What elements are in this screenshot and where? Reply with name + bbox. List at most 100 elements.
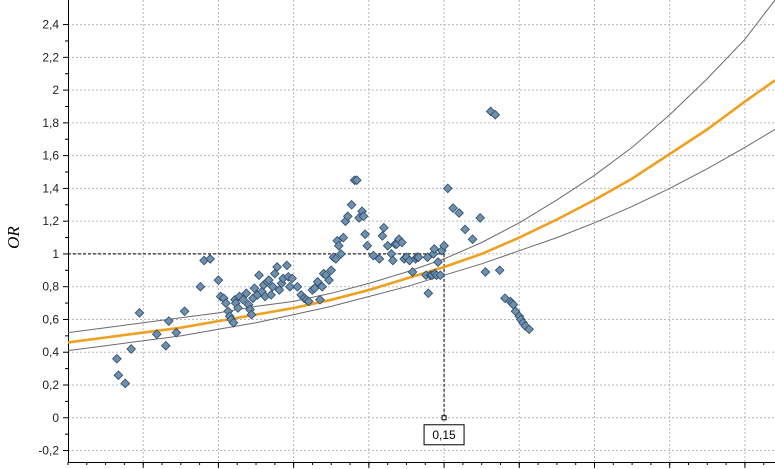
data-point — [112, 353, 122, 364]
data-point — [312, 276, 323, 287]
data-point — [435, 270, 446, 281]
data-point — [160, 340, 171, 351]
data-point — [368, 250, 379, 261]
data-point — [179, 306, 190, 317]
data-points — [112, 106, 534, 389]
data-point — [317, 281, 328, 292]
data-point — [263, 275, 274, 285]
data-point — [423, 288, 434, 299]
data-point — [195, 281, 206, 292]
data-point — [267, 281, 278, 292]
data-point — [282, 260, 292, 271]
data-point — [113, 370, 124, 381]
data-point — [379, 222, 389, 233]
data-point — [134, 308, 145, 318]
data-point — [241, 288, 252, 299]
data-point — [171, 327, 182, 338]
axes — [68, 0, 775, 463]
data-point — [397, 237, 407, 248]
data-point — [374, 254, 385, 264]
data-point — [358, 211, 369, 222]
x-callout-box — [423, 424, 465, 446]
data-point — [360, 229, 370, 240]
y-tick-label: 0,4 — [42, 345, 59, 359]
ci-lower-curve — [67, 128, 775, 352]
data-point — [246, 309, 257, 320]
reference-marker — [441, 415, 447, 421]
data-point — [338, 232, 349, 243]
data-point — [413, 252, 424, 263]
data-point — [266, 290, 276, 300]
y-tick-label: 0 — [52, 411, 59, 425]
y-tick-label: 2,4 — [42, 18, 59, 32]
data-point — [442, 183, 453, 194]
data-point — [221, 298, 231, 308]
data-point — [213, 275, 224, 285]
data-point — [467, 234, 478, 245]
data-point — [205, 254, 216, 264]
x-callout: 0,15 — [423, 424, 465, 446]
y-tick-label: -0,2 — [38, 444, 59, 458]
data-point — [120, 378, 131, 389]
data-point — [272, 262, 282, 272]
data-point — [422, 252, 433, 263]
y-tick-label: 0,8 — [42, 280, 59, 294]
data-point — [249, 283, 260, 294]
data-point — [429, 244, 440, 254]
data-point — [254, 270, 264, 281]
data-point — [303, 296, 314, 307]
data-point — [454, 208, 464, 218]
y-tick-label: 1,4 — [42, 181, 59, 195]
plot-area — [68, 0, 775, 462]
y-ticks: -0,2 0 0,2 0,4 0,6 0,8 1 1,2 1,4 1,6 1,8 2 2,2 2,4 — [38, 18, 68, 458]
data-point — [326, 265, 337, 276]
y-tick-label: 0,2 — [42, 378, 59, 392]
data-point — [377, 231, 388, 241]
data-point — [351, 175, 362, 186]
x-ticks — [67, 462, 765, 468]
data-point — [287, 273, 297, 284]
data-point — [333, 240, 344, 251]
data-point — [233, 303, 243, 313]
data-point — [475, 213, 486, 223]
data-point — [274, 285, 285, 295]
y-tick-label: 2 — [52, 83, 59, 97]
y-tick-label: 1,8 — [42, 116, 59, 130]
data-point — [346, 199, 357, 210]
data-point — [330, 254, 341, 264]
data-point — [448, 203, 458, 213]
data-point — [228, 317, 239, 328]
y-tick-label: 0,6 — [42, 312, 59, 326]
y-tick-label: 1,6 — [42, 149, 59, 163]
data-point — [315, 294, 325, 305]
data-point — [163, 316, 174, 326]
data-point — [485, 106, 496, 117]
data-point — [126, 344, 137, 354]
data-point — [388, 255, 398, 266]
x-callout-label: 0,15 — [432, 428, 456, 442]
data-point — [342, 211, 353, 222]
y-tick-label: 1,2 — [42, 214, 59, 228]
data-point — [324, 275, 334, 285]
data-point — [285, 281, 295, 292]
data-point — [524, 324, 534, 335]
grid — [68, 0, 775, 462]
data-point — [336, 249, 346, 259]
data-point — [490, 109, 501, 120]
data-point — [433, 257, 443, 267]
data-point — [238, 294, 249, 305]
y-axis-label: OR — [4, 226, 23, 249]
data-point — [480, 267, 491, 277]
ci-upper-curve — [67, 0, 775, 334]
data-point — [362, 240, 373, 251]
data-point — [494, 265, 505, 276]
y-tick-label: 1 — [52, 247, 59, 261]
data-point — [151, 329, 162, 340]
data-point — [439, 240, 449, 251]
reference-lines — [68, 253, 447, 421]
data-point — [292, 281, 303, 292]
data-point — [460, 224, 470, 235]
data-point — [407, 267, 418, 277]
y-tick-label: 2,2 — [42, 50, 59, 64]
